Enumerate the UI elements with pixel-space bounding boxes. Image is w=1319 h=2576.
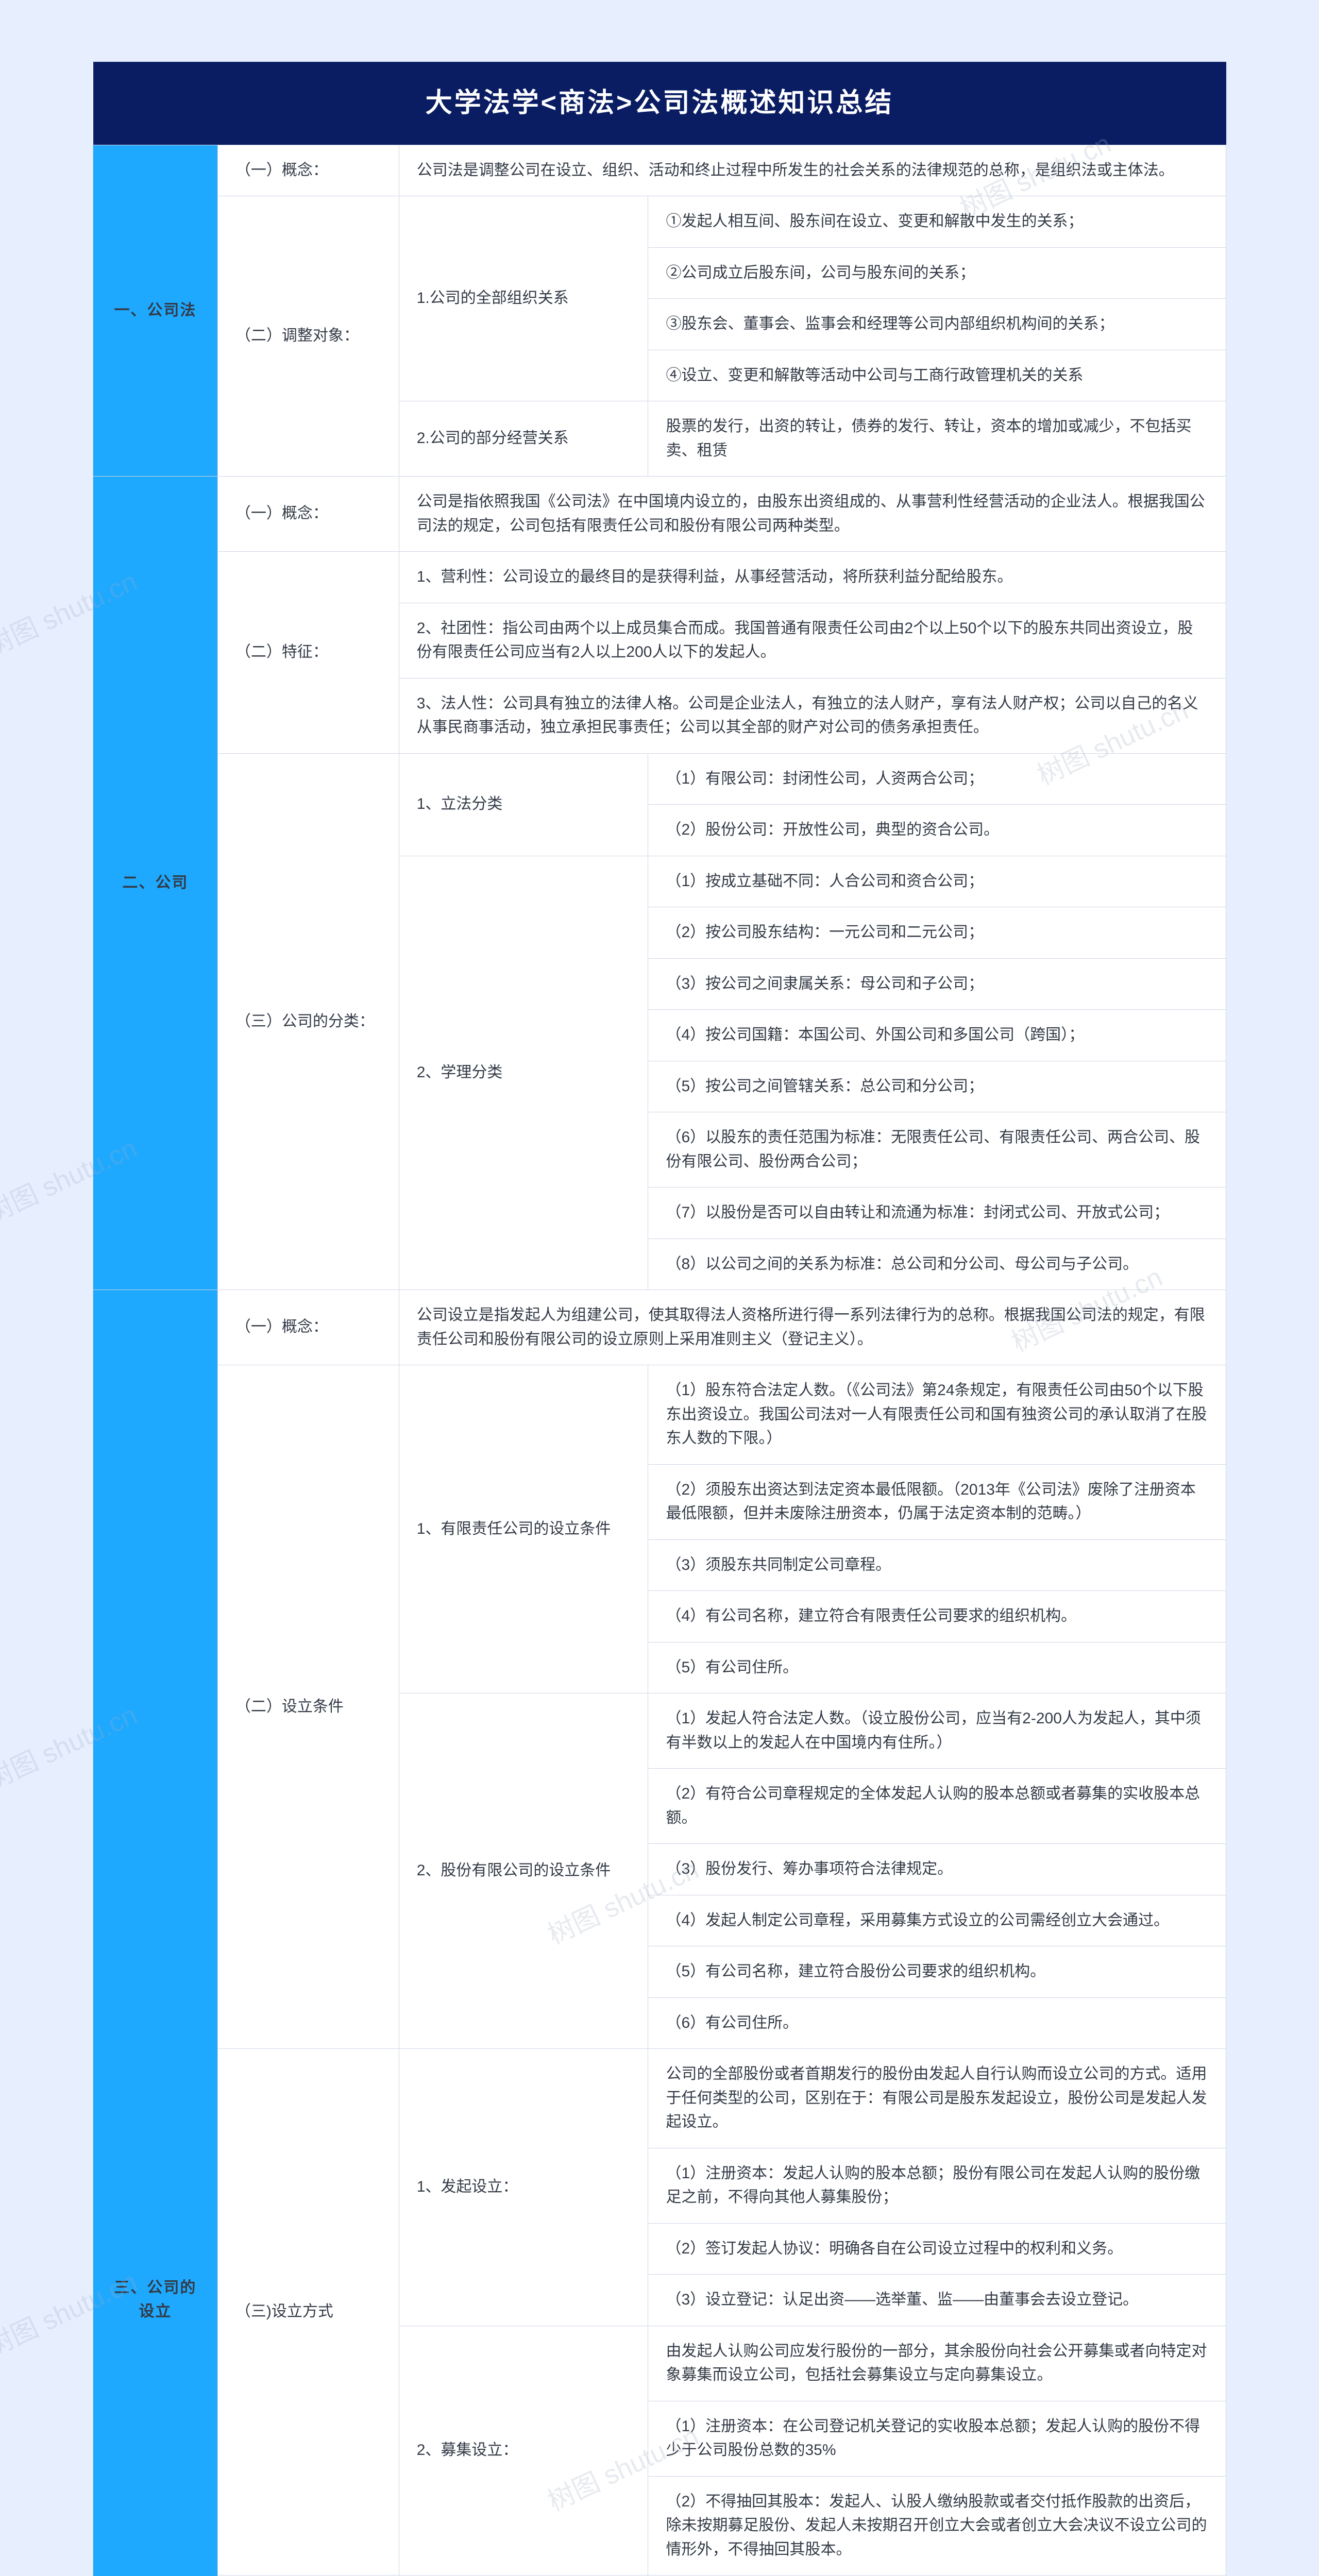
cell: 1、营利性：公司设立的最终目的是获得利益，从事经营活动，将所获利益分配给股东。 [399, 552, 1226, 603]
cell: （2）须股东出资达到法定资本最低限额。（2013年《公司法》废除了注册资本最低限… [648, 1464, 1226, 1539]
cell: （5）有公司名称，建立符合股份公司要求的组织机构。 [648, 1946, 1226, 1998]
cell: ④设立、变更和解散等活动中公司与工商行政管理机关的关系 [648, 350, 1226, 401]
cell: （8）以公司之间的关系为标准：总公司和分公司、母公司与子公司。 [648, 1239, 1226, 1290]
row: 二、公司 （一）概念： 公司是指依照我国《公司法》在中国境内设立的，由股东出资组… [93, 477, 1226, 552]
cell: 公司的全部股份或者首期发行的股份由发起人自行认购而设立公司的方式。适用于任何类型… [648, 2049, 1226, 2148]
cell: 2、股份有限公司的设立条件 [399, 1693, 648, 2049]
row: （二）设立条件 1、有限责任公司的设立条件 （1）股东符合法定人数。（《公司法》… [93, 1365, 1226, 1465]
page-canvas: 树图 shutu.cn 树图 shutu.cn 树图 shutu.cn 树图 s… [0, 0, 1319, 2576]
cell: （1）注册资本：发起人认购的股本总额；股份有限公司在发起人认购的股份缴足之前，不… [648, 2148, 1226, 2223]
cell: （1）发起人符合法定人数。（设立股份公司，应当有2-200人为发起人，其中须有半… [648, 1693, 1226, 1769]
cell: （2）有符合公司章程规定的全体发起人认购的股本总额或者募集的实收股本总额。 [648, 1769, 1226, 1844]
cell: （三)设立方式 [217, 2049, 399, 2575]
cell: 股票的发行，出资的转让，债券的发行、转让，资本的增加或减少，不包括买卖、租赁 [648, 401, 1226, 477]
cell: （2）签订发起人协议：明确各自在公司设立过程中的权利和义务。 [648, 2223, 1226, 2275]
cell: 由发起人认购公司应发行股份的一部分，其余股份向社会公开募集或者向特定对象募集而设… [648, 2326, 1226, 2401]
cell: 2、社团性：指公司由两个以上成员集合而成。我国普通有限责任公司由2个以上50个以… [399, 603, 1226, 678]
cell: 3、法人性：公司具有独立的法律人格。公司是企业法人，有独立的法人财产，享有法人财… [399, 678, 1226, 753]
cell: （4）发起人制定公司章程，采用募集方式设立的公司需经创立大会通过。 [648, 1895, 1226, 1946]
row: 一、公司法 （一）概念： 公司法是调整公司在设立、组织、活动和终止过程中所发生的… [93, 145, 1226, 196]
cell: （1）注册资本：在公司登记机关登记的实收股本总额；发起人认购的股份不得少于公司股… [648, 2401, 1226, 2476]
cell: ③股东会、董事会、监事会和经理等公司内部组织机构间的关系； [648, 299, 1226, 350]
cell: 1.公司的全部组织关系 [399, 196, 648, 401]
cell: （3）须股东共同制定公司章程。 [648, 1539, 1226, 1591]
cell: （2）不得抽回其股本：发起人、认股人缴纳股款或者交付抵作股款的出资后，除未按期募… [648, 2476, 1226, 2575]
row: （三)设立方式 1、发起设立： 公司的全部股份或者首期发行的股份由发起人自行认购… [93, 2049, 1226, 2148]
cell: （三）公司的分类： [217, 753, 399, 1290]
section-2-label: 二、公司 [93, 477, 218, 1290]
cell: （6）以股东的责任范围为标准：无限责任公司、有限责任公司、两合公司、股份有限公司… [648, 1112, 1226, 1188]
cell: （一）概念： [217, 145, 399, 196]
section-1-label: 一、公司法 [93, 145, 218, 477]
cell: （6）有公司住所。 [648, 1997, 1226, 2049]
cell: （1）按成立基础不同：人合公司和资合公司； [648, 856, 1226, 907]
cell: （3）股份发行、筹办事项符合法律规定。 [648, 1844, 1226, 1895]
cell: 2.公司的部分经营关系 [399, 401, 648, 477]
cell: （4）按公司国籍：本国公司、外国公司和多国公司（跨国）； [648, 1010, 1226, 1061]
section-3-label: 三、公司的设立 [93, 1290, 218, 2576]
row: 三、公司的设立 （一）概念： 公司设立是指发起人为组建公司，使其取得法人资格所进… [93, 1290, 1226, 1365]
cell: （7）以股份是否可以自由转让和流通为标准：封闭式公司、开放式公司； [648, 1188, 1226, 1239]
cell: ①发起人相互间、股东间在设立、变更和解散中发生的关系； [648, 196, 1226, 248]
cell: 公司法是调整公司在设立、组织、活动和终止过程中所发生的社会关系的法律规范的总称，… [399, 145, 1226, 196]
cell: ②公司成立后股东间，公司与股东间的关系； [648, 247, 1226, 299]
outline-table: 大学法学<商法>公司法概述知识总结 一、公司法 （一）概念： 公司法是调整公司在… [93, 62, 1226, 2576]
cell: （5）有公司住所。 [648, 1642, 1226, 1693]
cell: （2）按公司股东结构：一元公司和二元公司； [648, 907, 1226, 959]
row: （二）特征： 1、营利性：公司设立的最终目的是获得利益，从事经营活动，将所获利益… [93, 552, 1226, 603]
title-row: 大学法学<商法>公司法概述知识总结 [93, 62, 1226, 145]
cell: 公司是指依照我国《公司法》在中国境内设立的，由股东出资组成的、从事营利性经营活动… [399, 477, 1226, 552]
cell: 1、发起设立： [399, 2049, 648, 2326]
cell: （2）股份公司：开放性公司，典型的资合公司。 [648, 805, 1226, 856]
cell: （3）设立登记：认足出资——选举董、监——由董事会去设立登记。 [648, 2275, 1226, 2326]
cell: （1）有限公司：封闭性公司，人资两合公司； [648, 753, 1226, 805]
cell: （5）按公司之间管辖关系：总公司和分公司； [648, 1061, 1226, 1112]
cell: （1）股东符合法定人数。（《公司法》第24条规定，有限责任公司由50个以下股东出… [648, 1365, 1226, 1465]
cell: （二）特征： [217, 552, 399, 754]
title-cell: 大学法学<商法>公司法概述知识总结 [93, 62, 1226, 145]
cell: （二）设立条件 [217, 1365, 399, 2049]
cell: （一）概念： [217, 1290, 399, 1365]
cell: （4）有公司名称，建立符合有限责任公司要求的组织机构。 [648, 1591, 1226, 1642]
cell: 公司设立是指发起人为组建公司，使其取得法人资格所进行得一系列法律行为的总称。根据… [399, 1290, 1226, 1365]
row: （三）公司的分类： 1、立法分类 （1）有限公司：封闭性公司，人资两合公司； [93, 753, 1226, 805]
cell: 2、学理分类 [399, 856, 648, 1290]
cell: 1、有限责任公司的设立条件 [399, 1365, 648, 1693]
cell: 1、立法分类 [399, 753, 648, 856]
cell: （二）调整对象： [217, 196, 399, 477]
cell: 2、募集设立： [399, 2326, 648, 2575]
cell: （一）概念： [217, 477, 399, 552]
row: （二）调整对象： 1.公司的全部组织关系 ①发起人相互间、股东间在设立、变更和解… [93, 196, 1226, 248]
cell: （3）按公司之间隶属关系：母公司和子公司； [648, 958, 1226, 1010]
